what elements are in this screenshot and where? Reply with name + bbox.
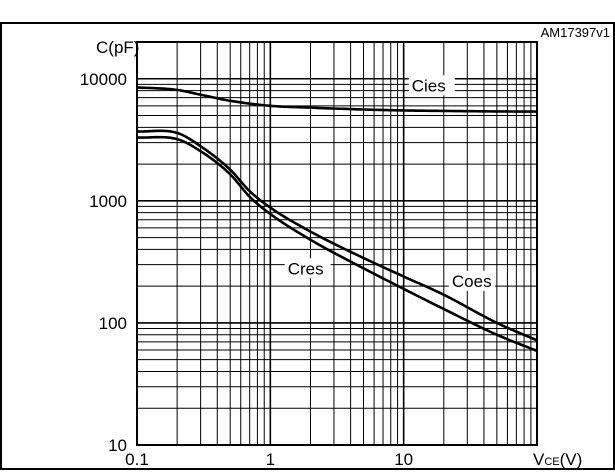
plot-frame — [136, 41, 538, 446]
figure-code: AM17397v1 — [541, 25, 610, 40]
y-tick-label: 1000 — [89, 192, 127, 211]
y-axis-label: C(pF) — [96, 38, 139, 57]
x-axis-label: VCE(V) — [533, 450, 582, 469]
series-label-coes: Coes — [452, 272, 492, 291]
x-tick-label: 10 — [394, 450, 413, 469]
y-tick-label: 10000 — [80, 70, 127, 89]
tick-labels: 10 100 1000 10000 0.1 1 10 — [80, 70, 413, 469]
y-tick-label: 100 — [99, 314, 127, 333]
x-axis-label-sub: CE — [544, 456, 559, 468]
series-layer — [136, 86, 538, 353]
series-label-cres: Cres — [288, 259, 324, 278]
series-label-bg — [408, 75, 455, 96]
series-line-cres — [136, 135, 538, 353]
series-label-bg — [284, 258, 331, 279]
series-labels: Cies Coes Cres — [284, 75, 495, 291]
series-label-bg — [448, 270, 495, 291]
y-tick-label: 10 — [108, 436, 127, 455]
x-tick-label: 0.1 — [125, 450, 149, 469]
x-axis-label-unit: (V) — [560, 450, 583, 469]
figure-frame — [0, 22, 615, 470]
series-line-coes — [136, 129, 538, 342]
series-line-cies — [136, 86, 538, 113]
grid — [136, 41, 538, 446]
x-axis-label-main: V — [533, 450, 545, 469]
x-tick-label: 1 — [266, 450, 275, 469]
series-label-cies: Cies — [412, 76, 446, 95]
